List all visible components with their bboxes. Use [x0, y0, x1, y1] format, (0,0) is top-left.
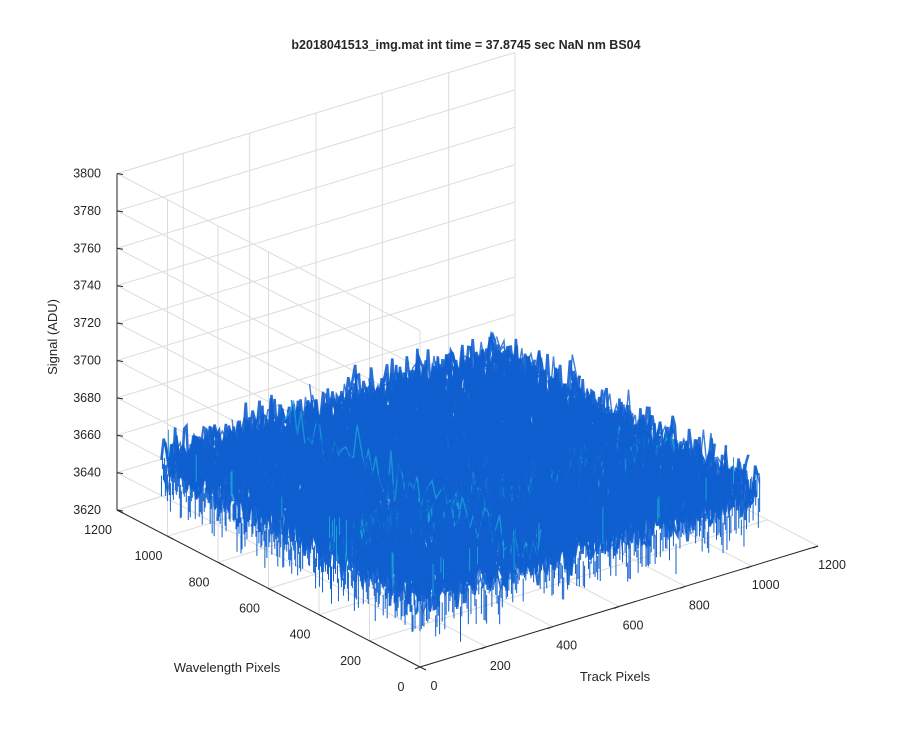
y-tick-label: 200 — [340, 654, 361, 668]
y-tick-label: 800 — [189, 575, 210, 589]
x-tick-mark — [481, 646, 487, 650]
y-tick-label: 400 — [290, 628, 311, 642]
surface-column — [381, 372, 642, 528]
z-tick-mark — [116, 359, 124, 362]
tick-labels: 0 200 400 600 800 1000 1200 0 200 400 600 800 1000 12… — [73, 167, 846, 695]
x-tick-label: 0 — [431, 679, 438, 693]
z-tick-mark — [116, 397, 124, 400]
z-tick-label: 3720 — [73, 316, 101, 330]
x-tick-mark — [680, 585, 686, 589]
z-axis-label: Signal (ADU) — [45, 299, 60, 375]
wall-grid-line — [116, 313, 516, 436]
z-tick-mark — [116, 509, 124, 512]
z-tick-label: 3620 — [73, 503, 101, 517]
surface-column — [181, 440, 442, 595]
z-tick-label: 3700 — [73, 353, 101, 367]
x-tick-label: 1200 — [818, 558, 846, 572]
y-tick-label: 1000 — [135, 549, 163, 563]
surface-column — [290, 399, 551, 565]
x-tick-label: 800 — [689, 598, 710, 612]
surface-column — [500, 346, 761, 507]
z-tick-label: 3680 — [73, 391, 101, 405]
z-tick-mark — [116, 472, 124, 475]
x-tick-label: 600 — [623, 619, 644, 633]
surface-mesh — [160, 331, 761, 642]
z-tick-label: 3740 — [73, 279, 101, 293]
y-tick-mark — [318, 614, 326, 619]
z-tick-label: 3660 — [73, 428, 101, 442]
x-tick-label: 1000 — [752, 578, 780, 592]
z-tick-mark — [116, 173, 124, 175]
z-tick-label: 3780 — [73, 204, 101, 218]
z-tick-label: 3800 — [73, 167, 101, 181]
wall-grid-line — [116, 164, 516, 287]
x-tick-label: 200 — [490, 659, 511, 673]
z-tick-label: 3760 — [73, 241, 101, 255]
surface-column — [473, 341, 733, 507]
y-tick-label: 1200 — [84, 523, 112, 537]
x-axis-label: Track Pixels — [580, 669, 651, 684]
x-tick-mark — [613, 606, 620, 609]
wall-grid-line — [116, 173, 421, 331]
x-tick-mark — [746, 565, 752, 569]
y-tick-label: 600 — [239, 602, 260, 616]
wall-grid-line — [116, 52, 516, 174]
surface-column — [163, 448, 423, 607]
z-tick-mark — [116, 247, 124, 250]
y-tick-mark — [167, 535, 174, 540]
axes — [116, 173, 819, 671]
surface-column — [240, 432, 501, 584]
wall-grid-line — [116, 89, 516, 212]
z-tick-mark — [116, 434, 124, 437]
y-tick-mark — [369, 640, 376, 645]
y-tick-mark — [217, 561, 225, 566]
wall-grid-line — [116, 126, 516, 249]
surface-column — [395, 373, 656, 537]
x-tick-mark — [812, 545, 819, 549]
z-tick-mark — [116, 210, 124, 213]
x-tick-mark — [414, 666, 421, 670]
y-tick-mark — [419, 666, 427, 671]
z-tick-label: 3640 — [73, 466, 101, 480]
y-tick-label: 0 — [398, 680, 405, 694]
z-tick-mark — [116, 285, 124, 288]
chart-title: b2018041513_img.mat int time = 37.8745 s… — [291, 38, 640, 52]
y-tick-mark — [268, 588, 275, 592]
y-axis-label: Wavelength Pixels — [174, 660, 281, 675]
wall-grid-line — [116, 210, 421, 369]
x-tick-label: 400 — [556, 639, 577, 653]
wall-grid-line — [116, 201, 516, 324]
wall-grid-line — [116, 276, 516, 399]
z-tick-mark — [116, 322, 124, 325]
wall-grid-line — [116, 238, 516, 361]
surface-column — [313, 393, 574, 548]
x-tick-mark — [547, 626, 553, 630]
